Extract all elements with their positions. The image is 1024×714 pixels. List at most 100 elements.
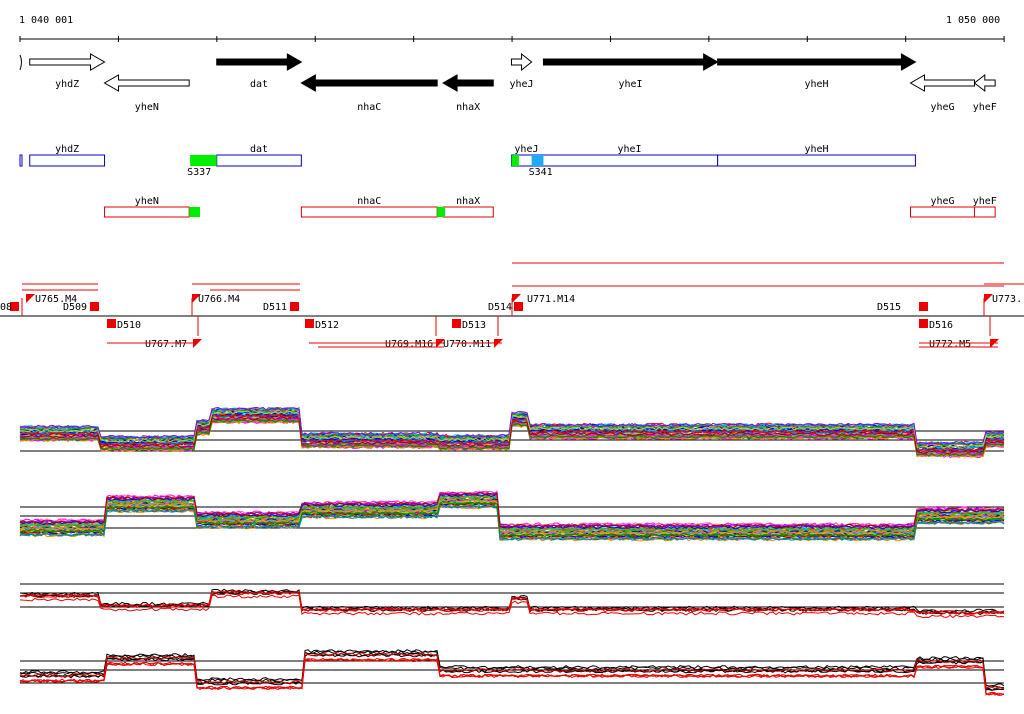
tu-reverse-label-nhaC: nhaC	[357, 196, 381, 207]
expression-trace	[19, 651, 1005, 690]
tu-reverse-label-yheF: yheF	[973, 196, 997, 207]
gene-arrow-yheN[interactable]	[103, 74, 190, 92]
coordinate-ruler: 1 040 001 1 050 000	[19, 15, 1005, 42]
segment-down-marker	[919, 319, 928, 328]
segment-down-label: D510	[117, 320, 141, 331]
gene-arrow-yheH[interactable]	[717, 53, 917, 71]
expression-panel-reverse-strand-summary	[19, 649, 1005, 696]
segment-upshift-label: U771.M14	[527, 294, 575, 305]
tu-forward-dat[interactable]	[216, 154, 302, 167]
expression-panel-forward-strand-summary	[19, 583, 1005, 619]
tu-reverse-label-yheN: yheN	[135, 196, 159, 207]
tu-reverse-yheN[interactable]	[104, 206, 190, 218]
gene-label-yheF: yheF	[973, 102, 997, 113]
expression-trace	[19, 657, 1005, 696]
segment-down-label: D512	[315, 320, 339, 331]
segment-upshift-label: U765.M4	[35, 294, 77, 305]
segment-down-marker	[10, 302, 19, 311]
segment-down-label: D514	[488, 302, 512, 313]
expression-trace	[19, 495, 1005, 532]
sigma-site-label-S337: S337	[187, 167, 211, 178]
segment-upshift-flag	[192, 294, 201, 303]
expression-panel-forward-strand-expression	[19, 406, 1005, 458]
gene-arrow-yheF[interactable]	[973, 73, 996, 93]
segment-upshift-label: U769.M16	[385, 339, 433, 350]
gene-label-nhaX: nhaX	[456, 102, 480, 113]
segment-upshift-flag	[512, 294, 521, 303]
tu-terminal-marker	[511, 155, 519, 166]
segment-down-marker	[90, 302, 99, 311]
expression-panels	[19, 406, 1005, 696]
gene-arrow-yheJ[interactable]	[510, 52, 533, 72]
tu-forward-label-yheJ: yheJ	[514, 144, 538, 155]
segment-upshift-flag	[26, 294, 35, 303]
segment-down-marker	[107, 319, 116, 328]
segment-down-label: D511	[263, 302, 287, 313]
tu-forward-yhdZ[interactable]	[29, 154, 106, 167]
tu-reverse-yheF[interactable]	[973, 206, 996, 218]
expression-trace	[19, 590, 1005, 615]
sigma-site-S337[interactable]	[190, 155, 217, 166]
tu-reverse-nhaC[interactable]	[300, 206, 438, 218]
segment-down-marker	[919, 302, 928, 311]
gene-label-yheI: yheI	[618, 79, 642, 90]
segment-down-label: D513	[462, 320, 486, 331]
transcription-unit-track: yhdZ dat yheJ yheI yheH yheN nhaC nhaX yheG yheF S…	[19, 144, 997, 218]
expression-trace	[19, 588, 1005, 613]
segment-upshift-label: U767.M7	[145, 339, 187, 350]
segment-upshift-flag	[984, 294, 993, 303]
segment-down-label: D515	[877, 302, 901, 313]
expression-trace	[19, 489, 1005, 527]
gene-arrow-nhaC[interactable]	[300, 74, 438, 92]
expression-trace	[19, 491, 1005, 528]
tu-forward-label-yhdZ: yhdZ	[55, 144, 79, 155]
tu-forward-label-dat: dat	[250, 144, 268, 155]
ruler-end-label: 1 050 000	[946, 15, 1000, 26]
sigma-site-S341[interactable]	[531, 155, 544, 166]
ruler-start-label: 1 040 001	[19, 15, 73, 26]
tu-reverse-label-nhaX: nhaX	[456, 196, 480, 207]
segment-upshift-label: U770.M11	[443, 339, 491, 350]
expression-panel-reverse-strand-expression	[19, 489, 1005, 542]
tu-terminal-marker	[437, 207, 446, 217]
segment-down-marker	[452, 319, 461, 328]
expression-trace	[19, 406, 1005, 445]
segment-down-label: D509	[63, 302, 87, 313]
tu-terminal-marker	[189, 207, 200, 217]
segment-upshift-label: U772.M5	[929, 339, 971, 350]
sigma-site-label-S341: S341	[529, 167, 553, 178]
gene-label-yhdZ: yhdZ	[55, 79, 79, 90]
gene-label-dat: dat	[250, 79, 268, 90]
gene-label-yheN: yheN	[135, 102, 159, 113]
gene-arrow-dat[interactable]	[216, 53, 303, 71]
gene-arrow-yheG[interactable]	[909, 74, 975, 92]
segment-upshift-label: U773.	[992, 294, 1022, 305]
segment-upshift-label: U766.M4	[198, 294, 240, 305]
gene-label-yheJ: yheJ	[509, 79, 533, 90]
ruler-ticks	[19, 36, 1005, 42]
segmentation-track: D509 D511 D514 D515 D510 D512 D513 D516 08 U765.M…	[0, 262, 1024, 350]
gene-label-yheH: yheH	[804, 79, 828, 90]
tu-forward-yheH[interactable]	[717, 154, 916, 167]
gene-arrow-nhaX[interactable]	[442, 74, 494, 92]
expression-trace	[19, 650, 1005, 689]
expression-trace	[19, 416, 1005, 454]
tu-forward-label-yheH: yheH	[804, 144, 828, 155]
gene-arrow-yhdZ[interactable]	[29, 53, 106, 71]
segment-down-label: D516	[929, 320, 953, 331]
expression-trace	[19, 505, 1005, 541]
partial-gene-left-edge[interactable]	[19, 54, 22, 71]
expression-trace	[19, 594, 1005, 619]
tu-forward-yheI[interactable]	[540, 154, 719, 167]
partial-tu-left-edge[interactable]	[19, 154, 23, 167]
segment-down-marker	[514, 302, 523, 311]
gene-label-nhaC: nhaC	[357, 102, 381, 113]
segment-down-marker	[305, 319, 314, 328]
expression-trace	[19, 591, 1005, 616]
gene-arrow-yheI[interactable]	[542, 53, 719, 71]
tu-reverse-label-yheG: yheG	[930, 196, 954, 207]
expression-trace	[19, 649, 1005, 687]
tu-reverse-yheG[interactable]	[910, 206, 975, 218]
tu-reverse-nhaX[interactable]	[442, 206, 494, 218]
